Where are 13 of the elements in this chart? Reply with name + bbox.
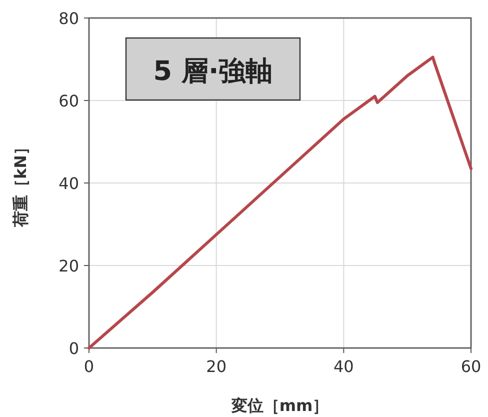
x-tick-label: 60 bbox=[460, 357, 482, 376]
annotation: 5 層·強軸 bbox=[153, 56, 273, 87]
y-tick-label: 60 bbox=[58, 92, 79, 110]
y-tick-label: 80 bbox=[58, 9, 79, 28]
x-tick-label: 40 bbox=[333, 357, 354, 376]
y-axis-title: 荷重［kN］ bbox=[11, 138, 30, 228]
x-tick-label: 20 bbox=[206, 357, 227, 376]
line-series bbox=[88, 56, 472, 350]
y-tick-label: 40 bbox=[58, 174, 79, 193]
y-tick-label: 20 bbox=[58, 256, 79, 276]
y-tick-label: 0 bbox=[68, 339, 79, 358]
x-tick-label: 0 bbox=[84, 357, 94, 376]
x-axis-title: 変位［mm］ bbox=[230, 396, 329, 415]
